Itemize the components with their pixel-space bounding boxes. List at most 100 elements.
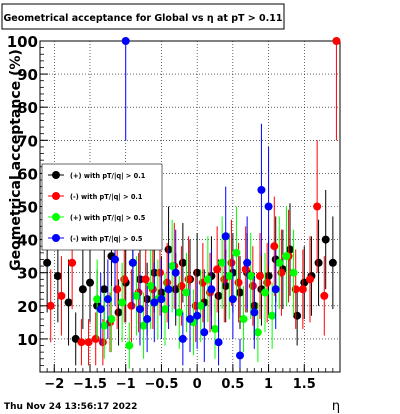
data-point	[232, 248, 241, 257]
x-tick-label: 1.5	[293, 377, 316, 392]
legend-marker	[52, 192, 60, 200]
data-point	[43, 258, 52, 267]
data-point	[282, 252, 291, 261]
data-point	[139, 321, 148, 330]
data-point	[277, 268, 286, 277]
data-point	[171, 268, 180, 277]
data-point	[298, 285, 307, 294]
data-point	[125, 341, 134, 350]
data-point	[236, 351, 244, 360]
x-tick-label: −1.5	[73, 377, 107, 392]
data-point	[143, 315, 152, 324]
data-point	[291, 285, 300, 294]
data-point	[175, 308, 184, 317]
data-point	[100, 285, 109, 294]
data-point	[136, 305, 144, 314]
data-point	[214, 291, 223, 300]
data-point	[77, 338, 86, 347]
x-axis-label: η	[332, 399, 340, 414]
data-point	[46, 301, 55, 310]
data-point	[178, 334, 187, 343]
data-point	[196, 301, 205, 310]
data-point	[332, 37, 341, 45]
data-point	[146, 281, 155, 290]
data-point	[193, 268, 202, 277]
data-point	[328, 258, 337, 267]
data-point	[128, 258, 137, 267]
data-point	[114, 308, 123, 317]
y-tick-label: 30	[17, 265, 38, 283]
data-point	[68, 258, 77, 267]
data-point	[107, 315, 116, 324]
data-point	[78, 285, 87, 294]
series-layer	[43, 37, 341, 372]
title-box	[1, 3, 285, 30]
y-tick-label: 70	[17, 132, 38, 150]
axis-layer: −2 −1.5 −1 −0.5 0 0.5 1 1.5 10 20 30 40 50 60 70 80 90 10…	[7, 33, 341, 392]
data-point	[293, 311, 302, 320]
legend-marker	[52, 234, 60, 242]
data-point	[289, 268, 298, 277]
data-point	[225, 272, 234, 281]
y-tick-label: 10	[17, 331, 38, 349]
legend-marker	[52, 213, 60, 221]
data-point	[320, 291, 329, 300]
data-point	[243, 258, 252, 267]
y-tick-label: 40	[17, 232, 38, 250]
x-tick-label: −2	[44, 377, 64, 392]
data-point	[118, 298, 127, 307]
data-point	[321, 235, 330, 244]
data-point	[182, 288, 191, 297]
y-tick-label: 20	[17, 298, 38, 316]
data-point	[268, 311, 277, 320]
data-point	[270, 242, 279, 251]
legend-marker	[52, 171, 60, 179]
data-point	[214, 338, 223, 347]
data-point	[271, 285, 280, 294]
data-point	[113, 285, 122, 294]
data-point	[132, 291, 141, 300]
data-point	[263, 278, 272, 287]
x-tick-label: 1	[264, 377, 273, 392]
data-point	[203, 275, 212, 284]
data-point	[261, 288, 269, 297]
data-point	[157, 295, 166, 304]
data-point	[111, 255, 119, 264]
data-point	[178, 258, 187, 267]
data-point	[103, 295, 112, 304]
data-point	[213, 265, 222, 274]
x-tick-label: 0.5	[221, 377, 244, 392]
data-point	[207, 285, 216, 294]
data-point	[314, 258, 323, 267]
data-point	[100, 321, 109, 330]
data-point	[64, 298, 73, 307]
data-point	[53, 272, 62, 281]
data-point	[275, 258, 284, 267]
legend-label: (-) with pT/|q| > 0.5	[70, 235, 143, 244]
y-tick-label: 90	[17, 66, 38, 84]
x-tick-label: 0	[193, 377, 202, 392]
x-tick-label: −1	[116, 377, 136, 392]
data-point	[177, 281, 186, 290]
data-point	[168, 262, 177, 271]
legend-label: (+) with pT/|q| > 0.1	[70, 172, 146, 181]
data-point	[286, 245, 294, 254]
data-point	[96, 305, 105, 314]
data-point	[257, 185, 266, 194]
data-point	[184, 275, 193, 284]
data-point	[306, 275, 314, 284]
data-point	[239, 315, 248, 324]
data-point	[256, 272, 264, 281]
legend-box	[41, 163, 163, 251]
data-point	[120, 275, 129, 284]
data-point	[84, 338, 93, 347]
data-point	[228, 295, 237, 304]
data-point	[248, 281, 257, 290]
data-point	[218, 258, 227, 267]
data-point	[313, 202, 322, 211]
data-point	[57, 291, 66, 300]
y-axis-label: Geometrical acceptance (%)	[8, 49, 24, 271]
data-point	[121, 37, 130, 45]
chart-title: Geometrical acceptance for Global vs η a…	[4, 13, 283, 24]
